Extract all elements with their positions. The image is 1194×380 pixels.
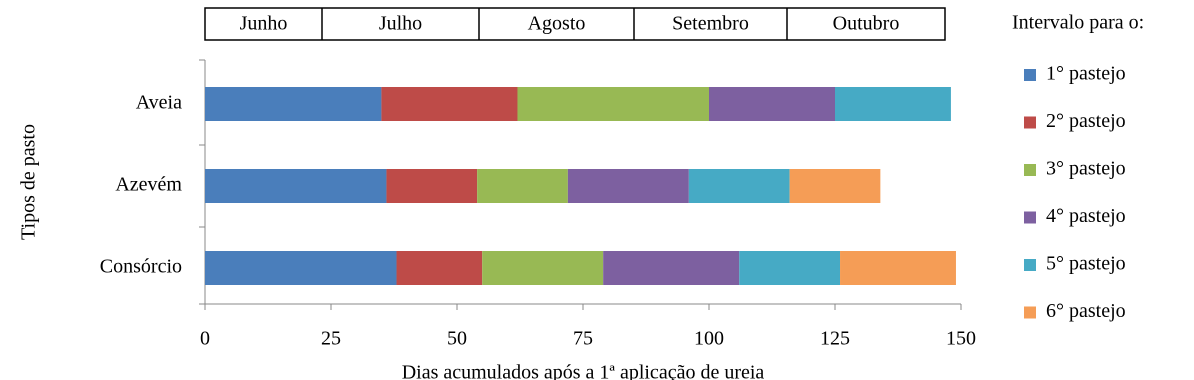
- legend-label: 6° pastejo: [1046, 300, 1126, 322]
- bar-segment: [835, 87, 951, 121]
- x-tick-label: 150: [946, 328, 976, 350]
- bar-segment: [517, 87, 709, 121]
- x-tick-label: 25: [321, 328, 341, 350]
- bar-segment: [381, 87, 518, 121]
- x-tick-label: 100: [694, 328, 724, 350]
- month-label: Julho: [379, 13, 422, 35]
- bar-segment: [396, 251, 483, 285]
- legend-label: 3° pastejo: [1046, 158, 1126, 180]
- bar-segment: [688, 169, 790, 203]
- legend-swatch: [1024, 116, 1036, 129]
- month-label: Junho: [240, 13, 288, 35]
- x-tick-label: 0: [200, 328, 210, 350]
- month-label: Agosto: [528, 13, 586, 35]
- bar-segment: [205, 87, 382, 121]
- bar-segment: [603, 251, 740, 285]
- legend-swatch: [1024, 69, 1036, 81]
- bar-segment: [386, 169, 478, 203]
- legend-swatch: [1024, 306, 1036, 319]
- bar-segment: [789, 169, 881, 203]
- bar-segment: [567, 169, 689, 203]
- y-axis-title: Tipos de pasto: [18, 124, 40, 240]
- x-tick-label: 125: [820, 328, 850, 350]
- month-label: Outubro: [833, 13, 900, 35]
- bar-segment: [840, 251, 956, 285]
- legend-label: 1° pastejo: [1046, 63, 1126, 85]
- bar-segment: [482, 251, 604, 285]
- legend-label: 2° pastejo: [1046, 110, 1126, 132]
- legend-swatch: [1024, 164, 1036, 176]
- x-tick-label: 50: [447, 328, 467, 350]
- x-tick-label: 75: [573, 328, 593, 350]
- legend-swatch: [1024, 211, 1036, 224]
- bar-segment: [205, 169, 387, 203]
- y-tick-label: Azevém: [115, 174, 182, 196]
- bar-segment: [739, 251, 841, 285]
- bar-segment: [709, 87, 835, 121]
- legend-swatch: [1024, 259, 1036, 271]
- y-tick-label: Consórcio: [100, 256, 182, 278]
- month-header: [204, 7, 946, 41]
- month-label: Setembro: [672, 13, 749, 35]
- y-tick-label: Aveia: [136, 92, 182, 114]
- legend-label: 4° pastejo: [1046, 205, 1126, 227]
- x-axis-title: Dias acumulados após a 1ª aplicação de u…: [402, 362, 765, 380]
- legend-title: Intervalo para o:: [1012, 12, 1144, 34]
- bar-segment: [477, 169, 568, 203]
- legend-label: 5° pastejo: [1046, 253, 1126, 275]
- bar-segment: [205, 251, 397, 285]
